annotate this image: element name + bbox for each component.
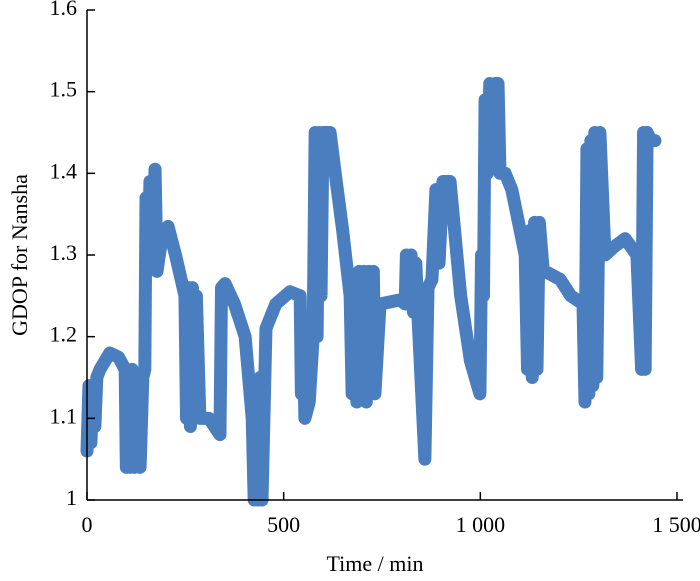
y-tick-label: 1.4: [50, 158, 78, 183]
x-tick-label: 500: [267, 512, 300, 537]
y-tick-label: 1.5: [50, 77, 78, 102]
y-axis-label: GDOP for Nansha: [7, 174, 32, 336]
y-tick-label: 1.3: [50, 240, 78, 265]
y-tick-label: 1.6: [50, 0, 78, 20]
data-line: [80, 77, 662, 507]
x-tick-label: 1 500: [652, 512, 700, 537]
y-tick-label: 1: [66, 485, 77, 510]
y-tick-label: 1.1: [50, 403, 78, 428]
x-tick-label: 0: [82, 512, 93, 537]
y-tick-label: 1.2: [50, 322, 78, 347]
x-axis-label: Time / min: [327, 551, 424, 576]
x-tick-label: 1 000: [456, 512, 506, 537]
